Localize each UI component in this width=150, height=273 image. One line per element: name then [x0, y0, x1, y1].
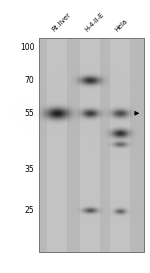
Text: 35: 35	[25, 165, 34, 174]
Text: H-4-II-E: H-4-II-E	[84, 11, 105, 33]
Text: Hela: Hela	[114, 18, 129, 33]
Text: Rt.liver: Rt.liver	[51, 12, 72, 33]
Text: 100: 100	[20, 43, 34, 52]
Text: 55: 55	[25, 109, 34, 118]
Text: 70: 70	[25, 76, 34, 85]
Text: 25: 25	[25, 206, 34, 215]
